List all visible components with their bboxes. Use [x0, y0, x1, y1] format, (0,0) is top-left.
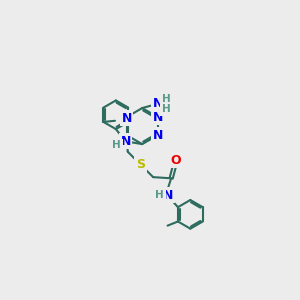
Text: N: N — [163, 189, 174, 202]
Text: H: H — [162, 94, 170, 104]
Text: N: N — [152, 98, 163, 110]
Text: O: O — [170, 154, 181, 167]
Text: H: H — [112, 140, 121, 151]
Text: S: S — [136, 158, 145, 171]
Text: N: N — [153, 111, 163, 124]
Text: N: N — [153, 129, 163, 142]
Text: H: H — [155, 190, 164, 200]
Text: N: N — [122, 112, 132, 125]
Text: H: H — [162, 104, 170, 114]
Text: N: N — [120, 135, 131, 148]
